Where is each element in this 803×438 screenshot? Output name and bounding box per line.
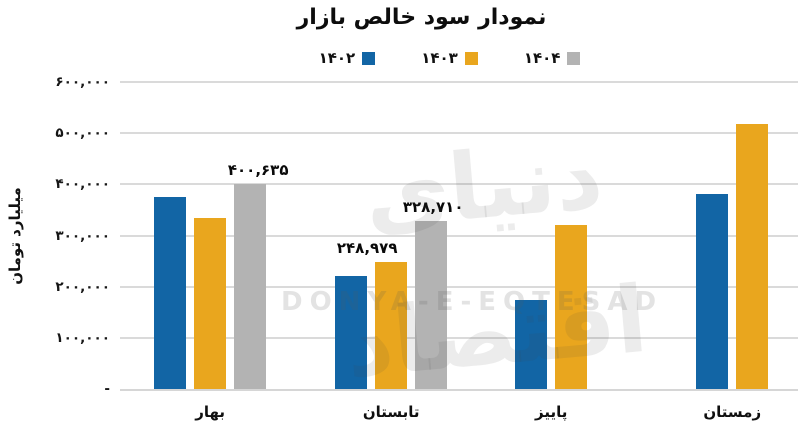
legend: ۱۴۰۲ ۱۴۰۳ ۱۴۰۴ (48, 49, 803, 67)
bar-group: ۴۰۰,۶۳۵ (154, 161, 288, 389)
bar (194, 217, 227, 389)
y-tick-label: - (104, 381, 110, 397)
y-axis-title: میلیارد تومان (2, 82, 28, 389)
bar-value-label: ۳۲۸,۷۱۰ (402, 197, 464, 216)
gridline (120, 336, 798, 339)
y-tick-label: ۵۰۰,۰۰۰ (55, 125, 110, 142)
bar-group: ۲۴۸,۹۷۹ ۳۲۸,۷۱۰ (335, 198, 464, 389)
gridline (120, 285, 798, 288)
y-tick-label: ۴۰۰,۰۰۰ (55, 176, 110, 193)
bar (736, 124, 769, 389)
x-category-label: تابستان (362, 403, 420, 421)
bar (515, 299, 548, 389)
bar: ۲۴۸,۹۷۹ (337, 239, 408, 389)
x-axis: بهار تابستان پاییز زمستان (120, 403, 798, 433)
legend-label: ۱۴۰۳ (421, 49, 458, 67)
bar-group (515, 225, 588, 389)
y-tick-label: ۶۰۰,۰۰۰ (55, 74, 110, 90)
legend-swatch (567, 51, 581, 65)
y-axis: ۶۰۰,۰۰۰ ۵۰۰,۰۰۰ ۴۰۰,۰۰۰ ۳۰۰,۰۰۰ ۲۰۰,۰۰۰ ۱۰۰,۰… (30, 74, 110, 397)
legend-swatch (464, 51, 478, 65)
legend-item-3: ۱۴۰۴ (524, 49, 581, 67)
chart-title: نمودار سود خالص بازار (296, 5, 547, 30)
legend-item-2: ۱۴۰۳ (421, 49, 478, 67)
bar: ۳۲۸,۷۱۰ (403, 198, 464, 389)
plot-area: ۴۰۰,۶۳۵ ۲۴۸,۹۷۹ ۳۲۸,۷۱۰ (120, 81, 798, 391)
x-category-label: بهار (195, 403, 226, 421)
legend-swatch (362, 51, 376, 65)
gridline (120, 183, 798, 186)
x-category-label: پاییز (535, 403, 568, 421)
bar-value-label: ۴۰۰,۶۳۵ (227, 161, 289, 179)
legend-item-1: ۱۴۰۲ (319, 49, 376, 67)
x-category-label: زمستان (703, 403, 762, 421)
bar-value-label: ۲۴۸,۹۷۹ (336, 238, 398, 257)
bar (696, 193, 729, 389)
bar (154, 197, 187, 389)
y-tick-label: ۱۰۰,۰۰۰ (55, 329, 110, 346)
y-tick-label: ۳۰۰,۰۰۰ (55, 227, 110, 244)
bar (335, 276, 368, 389)
bar (555, 225, 588, 389)
y-tick-label: ۲۰۰,۰۰۰ (55, 278, 110, 295)
y-axis-title-text: میلیارد تومان (6, 186, 25, 285)
gridline (120, 81, 798, 83)
legend-label: ۱۴۰۲ (318, 49, 356, 67)
bar-group (696, 124, 769, 389)
gridline (120, 234, 798, 237)
bar: ۴۰۰,۶۳۵ (228, 161, 288, 389)
legend-label: ۱۴۰۴ (523, 49, 561, 67)
gridline (120, 132, 798, 135)
